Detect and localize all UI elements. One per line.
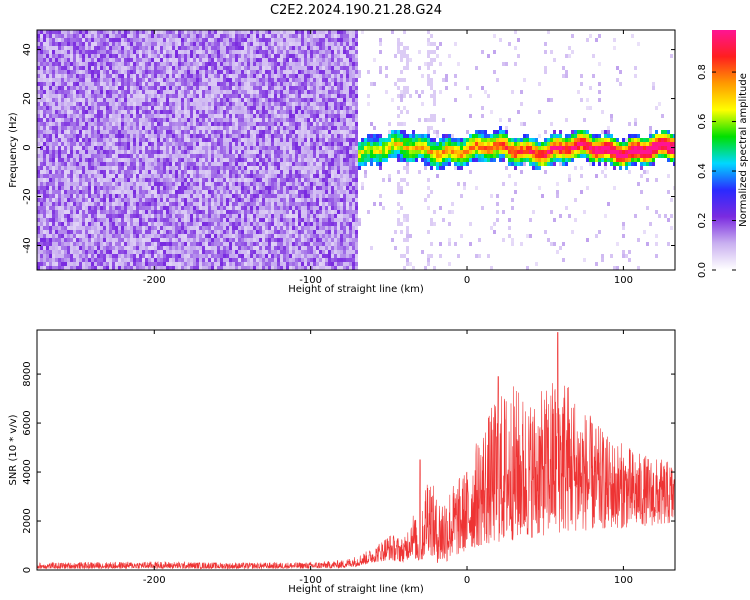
spectrogram-y-axis-label: Frequency (Hz): [8, 112, 19, 188]
x-tick-label: 100: [614, 275, 633, 286]
y-tick-label: 20: [22, 92, 33, 105]
snr-y-ticks: 0 2000 4000 6000 8000: [22, 361, 675, 573]
x-tick-label: 0: [464, 275, 470, 286]
colorbar-tick-label: 0.4: [697, 163, 708, 179]
snr-x-ticks: -200 -100 0 100: [143, 330, 633, 586]
spectrogram-heatmap: [37, 30, 675, 270]
colorbar-ticks: 0.0 0.2 0.4 0.6 0.8: [697, 64, 736, 278]
colorbar-label: Normalized spectral amplitude: [738, 73, 749, 227]
y-tick-label: 40: [22, 43, 33, 56]
y-tick-label: 6000: [22, 410, 33, 435]
colorbar-tick-label: 0.2: [697, 213, 708, 229]
x-tick-label: -200: [143, 275, 166, 286]
colorbar-tick-label: 0.0: [697, 262, 708, 278]
snr-plot-area: [37, 332, 675, 570]
chart-title: C2E2.2024.190.21.28.G24: [270, 3, 442, 18]
y-tick-label: -40: [22, 237, 33, 253]
x-tick-label: 0: [464, 575, 470, 586]
colorbar: 0.0 0.2 0.4 0.6 0.8 Normalized spectral ampl…: [697, 30, 749, 278]
colorbar-tick-label: 0.8: [697, 64, 708, 80]
y-tick-label: 0: [22, 144, 33, 150]
snr-y-axis-label: SNR (10 * v/v): [8, 414, 19, 485]
colorbar-gradient: [712, 30, 736, 270]
x-tick-label: -200: [143, 575, 166, 586]
spectrogram-x-axis-label: Height of straight line (km): [288, 284, 424, 295]
snr-frame: [36, 329, 676, 571]
spectrogram-y-ticks: -40 -20 0 20 40: [22, 43, 675, 254]
x-tick-label: 100: [614, 575, 633, 586]
y-tick-label: 0: [22, 567, 33, 573]
y-tick-label: -20: [22, 188, 33, 204]
spectrogram-frame: [36, 29, 676, 271]
snr-series-line: [37, 332, 675, 570]
spectrogram-x-ticks: -200 -100 0 100: [143, 30, 633, 286]
x-tick-label: -100: [299, 275, 322, 286]
colorbar-tick-label: 0.6: [697, 114, 708, 130]
y-tick-label: 8000: [22, 361, 33, 386]
y-tick-label: 2000: [22, 508, 33, 533]
x-tick-label: -100: [299, 575, 322, 586]
snr-x-axis-label: Height of straight line (km): [288, 584, 424, 595]
y-tick-label: 4000: [22, 459, 33, 484]
